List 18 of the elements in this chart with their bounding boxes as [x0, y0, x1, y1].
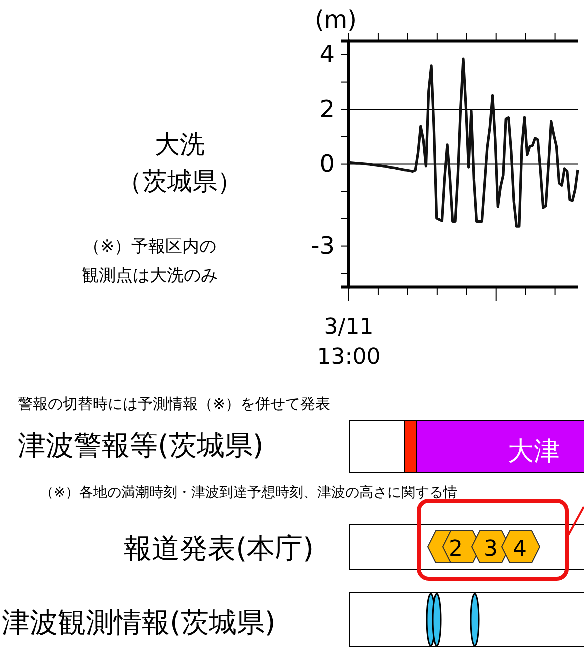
y-tick-label: 2	[320, 95, 335, 124]
text: 4	[513, 537, 527, 562]
text: 3/11 13:00	[317, 315, 381, 370]
text: 報道発表(本庁)	[124, 532, 314, 565]
text: 大津	[508, 437, 560, 467]
y-tick-label: 4	[320, 40, 335, 69]
y-tick-label: 0	[320, 150, 335, 178]
text: 津波警報等(茨城県)	[18, 429, 264, 462]
text: 警報の切替時には予測情報（※）を併せて発表	[18, 395, 331, 413]
text: 津波観測情報(茨城県)	[2, 606, 276, 639]
text: 大洗	[155, 130, 205, 159]
text: （※）各地の満潮時刻・津波到達予想時刻、津波の高さに関する情	[40, 485, 458, 501]
y-axis-title: (m)	[314, 6, 358, 34]
text: 3	[484, 537, 498, 562]
text: 2	[449, 537, 463, 562]
y-tick-label: -3	[311, 232, 335, 260]
text: （茨城県）	[118, 167, 242, 196]
text: （※）予報区内の観測点は大洗のみ	[82, 237, 218, 286]
